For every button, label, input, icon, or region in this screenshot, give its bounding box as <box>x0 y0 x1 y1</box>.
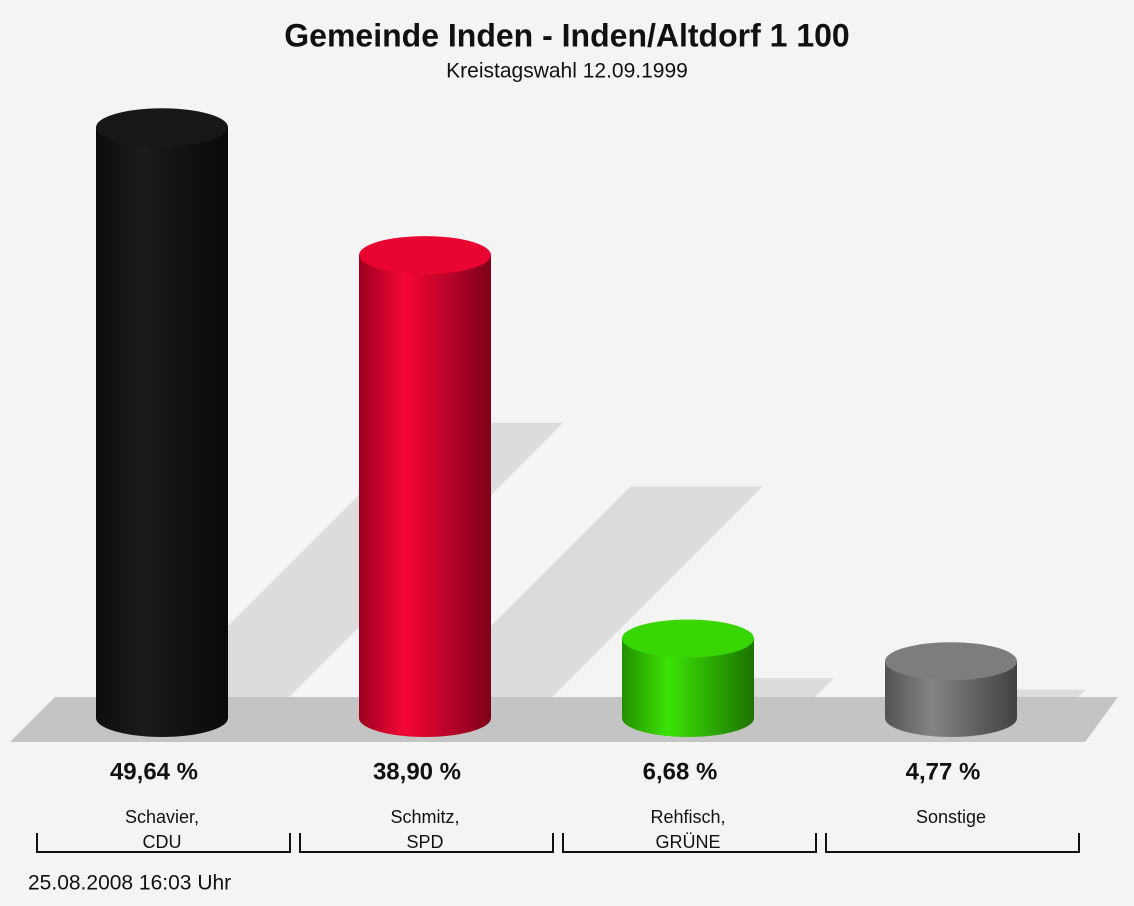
category-label: Sonstige <box>916 807 986 827</box>
footer: 25.08.2008 16:03 Uhr <box>28 872 231 895</box>
floor <box>10 697 1118 742</box>
bar-top <box>96 108 228 147</box>
bar-body <box>96 127 228 718</box>
bars <box>96 108 1017 737</box>
category-bracket <box>825 833 1080 853</box>
bar-body <box>359 255 491 718</box>
value-label: 38,90 % <box>373 758 461 785</box>
value-label: 6,68 % <box>643 758 718 785</box>
bar <box>885 642 1017 737</box>
chart-title: Gemeinde Inden - Inden/Altdorf 1 100 <box>284 17 849 53</box>
bar-top <box>885 642 1017 681</box>
category-label: Rehfisch, GRÜNE <box>650 807 725 852</box>
bar <box>359 236 491 737</box>
category-label: Schavier, CDU <box>125 807 199 852</box>
category-bracket <box>299 833 554 853</box>
category-bracket <box>36 833 291 853</box>
value-label: 49,64 % <box>110 758 198 785</box>
category-label: Schmitz, SPD <box>390 807 459 852</box>
category-bracket <box>562 833 817 853</box>
bar-top <box>622 619 754 658</box>
value-label: 4,77 % <box>906 758 981 785</box>
chart-subtitle: Kreistagswahl 12.09.1999 <box>446 60 688 83</box>
bar <box>96 108 228 737</box>
bar-top <box>359 236 491 275</box>
bar <box>622 619 754 737</box>
